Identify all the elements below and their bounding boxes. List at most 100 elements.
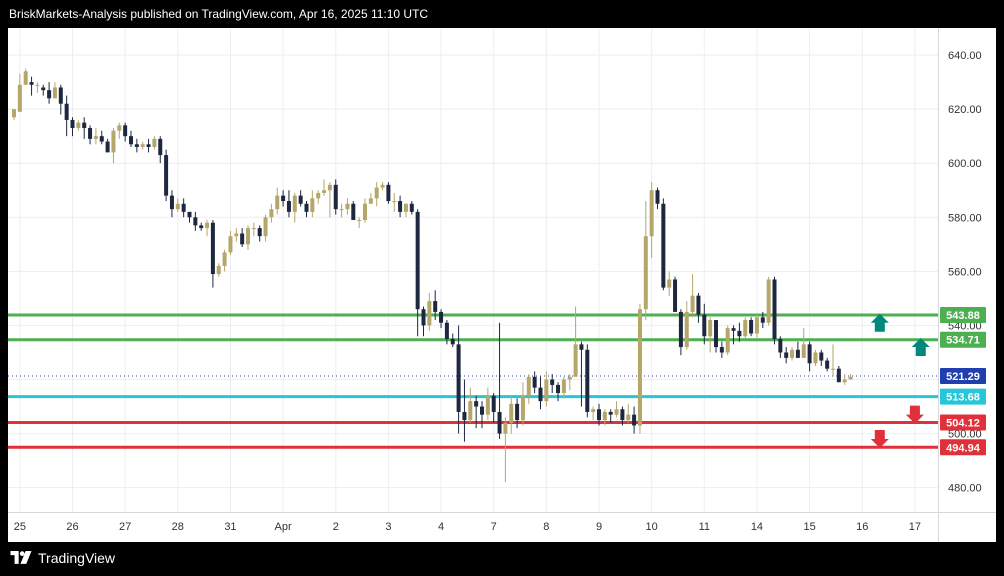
price-tick-label: 620.00 (948, 104, 982, 116)
price-tick-label: 640.00 (948, 50, 982, 62)
candle-body (117, 125, 122, 131)
candle-body (673, 279, 678, 312)
up-arrow-icon (911, 338, 930, 357)
candle-body (749, 320, 754, 334)
candlestick-chart[interactable]: 480.00500.00520.00540.00560.00580.00600.… (8, 28, 996, 542)
grid (8, 28, 996, 542)
candle-body (52, 87, 57, 99)
brand-label: TradingView (38, 550, 116, 566)
candle-body (526, 376, 531, 396)
price-tags: 543.88 534.71 513.68 504.12 494.94 521.29 (940, 306, 986, 456)
candle-body (82, 122, 87, 129)
candle-body (532, 376, 537, 388)
candle-body (790, 349, 795, 358)
candle-body (88, 128, 93, 139)
time-tick-label: 14 (751, 521, 763, 533)
candle-body (632, 414, 637, 426)
candle-body (398, 201, 403, 212)
candle-body (298, 195, 303, 204)
candle-body (439, 311, 444, 323)
candle-body (491, 395, 496, 412)
candle-body (743, 320, 748, 337)
candle-body (240, 233, 245, 245)
candle-body (760, 317, 765, 323)
candle-body (831, 368, 835, 370)
candle-body (468, 401, 473, 421)
candle-body (807, 344, 812, 364)
candle-body (17, 84, 22, 112)
candle-body (199, 225, 204, 229)
candle-body (187, 211, 192, 218)
candle-body (591, 409, 596, 412)
candle-body (842, 379, 847, 383)
time-tick-label: 4 (438, 521, 444, 533)
publisher-header: BriskMarkets-Analysis published on Tradi… (9, 7, 429, 21)
candle-body (351, 203, 356, 220)
candle-body (246, 228, 250, 245)
price-tag-label: 543.88 (946, 310, 980, 322)
candle-body (216, 265, 221, 275)
candle-body (766, 279, 771, 323)
candle-body (327, 184, 332, 191)
candle-body (620, 409, 625, 421)
down-arrow-icon (870, 429, 889, 448)
candle-body (146, 144, 151, 147)
price-tag-label: 504.12 (946, 417, 980, 429)
candle-body (47, 90, 52, 99)
candle-body (421, 309, 426, 326)
candle-body (725, 328, 730, 353)
candle-body (550, 379, 555, 385)
candle-body (23, 71, 28, 85)
price-tag (940, 306, 986, 323)
candle-body (480, 406, 484, 415)
candle-body (345, 203, 350, 210)
candle-body (222, 252, 227, 266)
candle-body (485, 395, 490, 415)
chart-area[interactable]: 480.00500.00520.00540.00560.00580.00600.… (8, 28, 996, 542)
price-tag (940, 331, 986, 348)
candle-body (462, 411, 467, 421)
candle-body (649, 190, 654, 237)
candle-body (111, 130, 116, 153)
candle-body (140, 144, 145, 147)
price-tick-label: 480.00 (948, 483, 982, 495)
candle-body (181, 203, 186, 212)
candle-body (333, 184, 338, 210)
time-tick-label: 27 (119, 521, 131, 533)
candle-body (702, 314, 707, 337)
candle-body (456, 344, 461, 412)
candle-body (474, 401, 479, 407)
price-tick-label: 500.00 (948, 429, 982, 441)
price-levels (8, 313, 938, 449)
candle-body (503, 422, 508, 434)
candle-body (292, 195, 297, 212)
footer-brand[interactable]: TradingView (10, 550, 115, 566)
candle-body (784, 352, 789, 358)
candle-body (444, 322, 449, 339)
candle-body (269, 209, 274, 218)
candle-body (614, 409, 619, 415)
price-tick-label: 540.00 (948, 320, 982, 332)
candle-body (129, 136, 133, 145)
candle-body (597, 409, 601, 421)
candle-body (684, 311, 689, 348)
candle-body (158, 138, 163, 156)
candle-body (281, 195, 286, 202)
candle-body (41, 87, 46, 91)
candle-body (836, 368, 841, 383)
candle-body (602, 411, 607, 421)
candle-body (12, 109, 16, 118)
candle-body (801, 344, 806, 358)
candle-body (719, 347, 724, 353)
candle-body (409, 203, 414, 212)
candle-body (714, 320, 718, 348)
candle-body (386, 184, 391, 202)
price-tag-label: 494.94 (946, 442, 981, 454)
candle-body (175, 203, 180, 210)
price-tick-label: 580.00 (948, 212, 982, 224)
candle-body (819, 352, 824, 361)
candle-body (123, 125, 128, 137)
candle-body (205, 222, 210, 229)
candle-body (556, 384, 561, 394)
candle-body (152, 138, 157, 147)
